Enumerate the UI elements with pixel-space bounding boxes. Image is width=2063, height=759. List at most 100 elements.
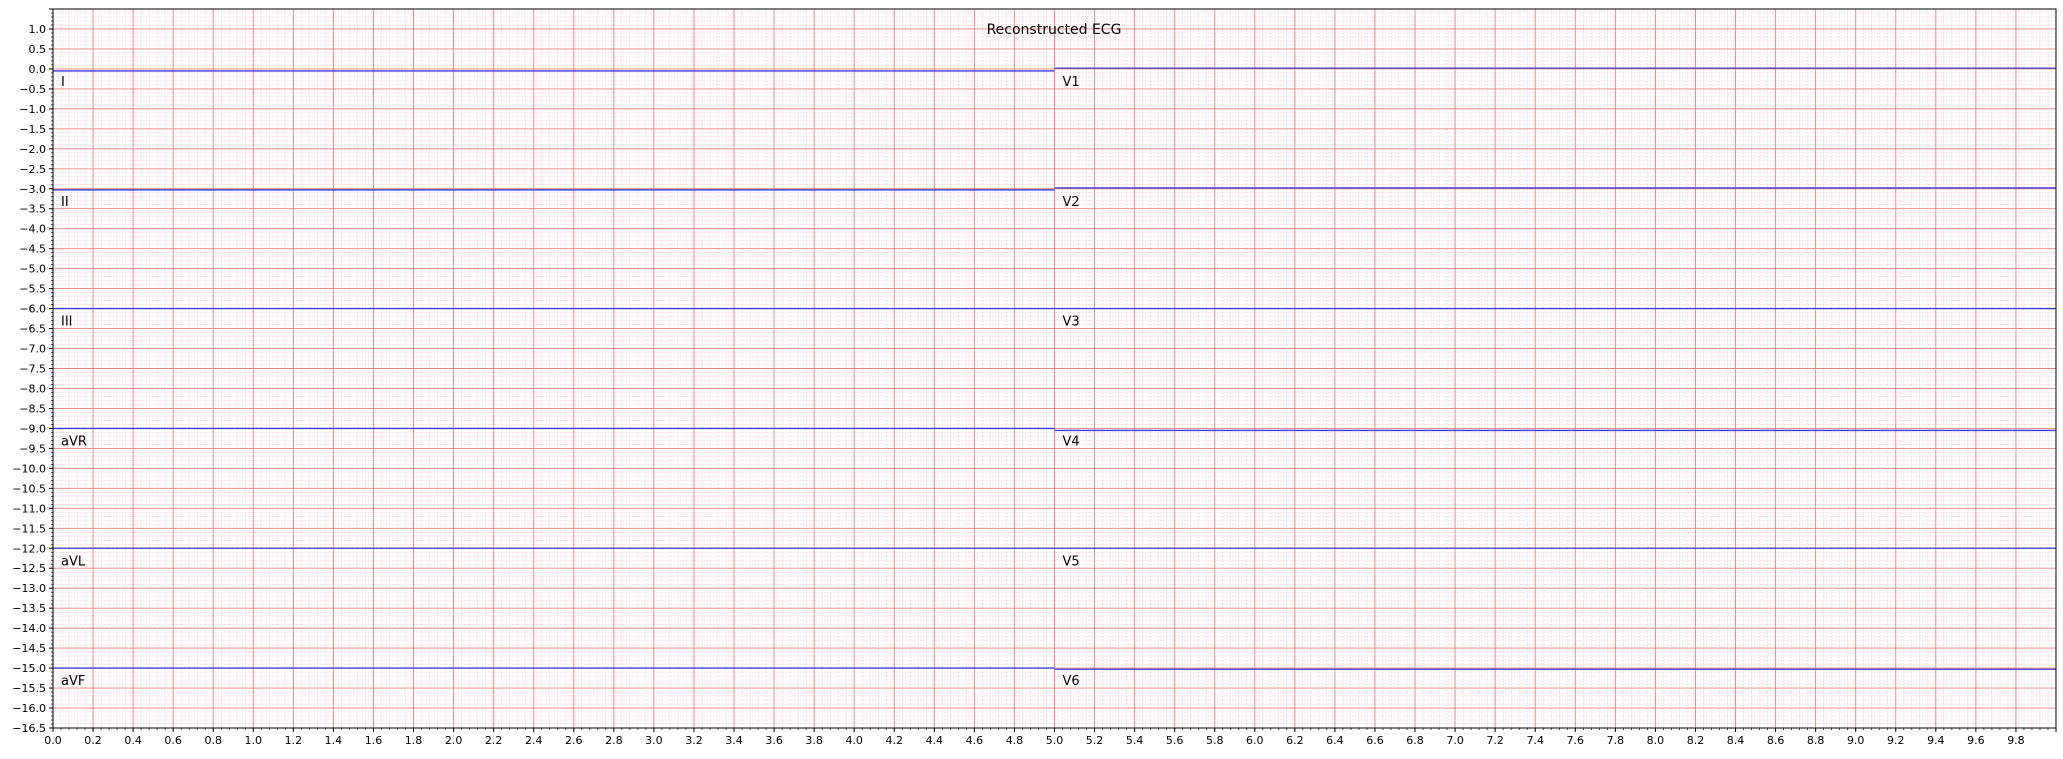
x-tick-label: 8.8 <box>1807 734 1825 747</box>
x-tick-label: 1.4 <box>325 734 343 747</box>
y-axis: −16.5 −16.0 −15.5 −15.0 −14.5 −14.0 −13.5 −13.0… <box>12 8 53 735</box>
x-tick-label: 7.2 <box>1486 734 1504 747</box>
y-tick-label: −10.0 <box>12 462 46 475</box>
x-tick-label: 5.4 <box>1126 734 1144 747</box>
x-tick-label: 0.8 <box>204 734 222 747</box>
y-tick-label: −15.0 <box>12 662 46 675</box>
x-tick-label: 6.0 <box>1246 734 1264 747</box>
y-tick-label: −0.5 <box>19 83 46 96</box>
y-tick-label: −4.0 <box>19 223 46 236</box>
y-tick-label: −7.0 <box>19 343 46 356</box>
lead-label-aVR: aVR <box>61 434 87 449</box>
lead-label-II: II <box>61 195 69 210</box>
y-tick-label: −4.5 <box>19 243 46 256</box>
x-tick-label: 3.2 <box>685 734 703 747</box>
x-tick-label: 9.8 <box>2007 734 2025 747</box>
lead-label-V5: V5 <box>1063 554 1080 569</box>
y-tick-label: −2.5 <box>19 163 46 176</box>
x-tick-label: 4.0 <box>845 734 863 747</box>
x-tick-label: 0.4 <box>124 734 142 747</box>
y-tick-label: −6.0 <box>19 303 46 316</box>
x-tick-label: 1.6 <box>365 734 383 747</box>
x-tick-label: 5.2 <box>1086 734 1104 747</box>
y-tick-label: −14.0 <box>12 622 46 635</box>
x-tick-label: 4.2 <box>886 734 904 747</box>
x-tick-label: 4.8 <box>1006 734 1024 747</box>
x-tick-label: 9.2 <box>1887 734 1905 747</box>
y-tick-label: 1.0 <box>29 23 47 36</box>
lead-label-V1: V1 <box>1063 75 1080 90</box>
x-tick-label: 2.0 <box>445 734 463 747</box>
x-tick-label: 8.2 <box>1687 734 1705 747</box>
y-tick-label: −5.0 <box>19 263 46 276</box>
x-tick-label: 2.6 <box>565 734 583 747</box>
x-tick-label: 7.8 <box>1607 734 1625 747</box>
x-tick-label: 5.0 <box>1046 734 1064 747</box>
x-tick-label: 5.6 <box>1166 734 1184 747</box>
y-tick-label: −5.5 <box>19 283 46 296</box>
x-tick-label: 7.0 <box>1446 734 1464 747</box>
x-tick-label: 6.4 <box>1326 734 1344 747</box>
lead-label-V6: V6 <box>1063 674 1080 689</box>
x-tick-label: 4.4 <box>926 734 944 747</box>
x-tick-label: 8.6 <box>1767 734 1785 747</box>
x-axis: 0.0 0.2 0.4 0.6 0.8 1.0 1.2 1.4 1.6 1.8 2.0 2.2 2.4 2… <box>44 728 2057 747</box>
y-tick-label: −12.0 <box>12 542 46 555</box>
y-tick-label: −6.5 <box>19 323 46 336</box>
y-tick-label: −1.0 <box>19 103 46 116</box>
x-tick-label: 6.2 <box>1286 734 1304 747</box>
lead-label-I: I <box>61 75 65 90</box>
y-tick-label: −8.5 <box>19 402 46 415</box>
x-tick-label: 1.8 <box>405 734 423 747</box>
x-tick-label: 5.8 <box>1206 734 1224 747</box>
y-tick-label: −14.5 <box>12 642 46 655</box>
y-tick-label: −9.0 <box>19 422 46 435</box>
x-tick-label: 0.0 <box>44 734 62 747</box>
y-tick-label: −3.0 <box>19 183 46 196</box>
x-tick-label: 6.8 <box>1406 734 1424 747</box>
x-tick-label: 8.0 <box>1647 734 1665 747</box>
y-tick-label: 0.0 <box>29 63 47 76</box>
ecg-traces <box>53 67 2056 670</box>
x-tick-label: 3.8 <box>805 734 823 747</box>
x-tick-label: 0.2 <box>84 734 102 747</box>
x-tick-label: 1.2 <box>285 734 303 747</box>
x-tick-label: 6.6 <box>1366 734 1384 747</box>
x-tick-label: 3.4 <box>725 734 743 747</box>
x-tick-label: 3.0 <box>645 734 663 747</box>
x-tick-label: 9.0 <box>1847 734 1865 747</box>
y-tick-label: −3.5 <box>19 203 46 216</box>
x-tick-label: 7.4 <box>1526 734 1544 747</box>
x-tick-label: 0.6 <box>164 734 182 747</box>
y-tick-label: −7.5 <box>19 363 46 376</box>
x-tick-label: 4.6 <box>966 734 984 747</box>
lead-label-V2: V2 <box>1063 195 1080 210</box>
lead-label-V3: V3 <box>1063 315 1080 330</box>
y-tick-label: −12.5 <box>12 562 46 575</box>
x-tick-label: 1.0 <box>245 734 263 747</box>
chart-title: Reconstructed ECG <box>987 22 1122 38</box>
x-tick-label: 7.6 <box>1567 734 1585 747</box>
y-tick-label: −11.5 <box>12 522 46 535</box>
y-tick-label: −16.5 <box>12 722 46 735</box>
x-tick-label: 9.6 <box>1967 734 1985 747</box>
x-tick-label: 2.2 <box>485 734 503 747</box>
y-tick-label: −13.5 <box>12 602 46 615</box>
y-tick-label: −13.0 <box>12 582 46 595</box>
y-tick-label: 0.5 <box>29 43 47 56</box>
x-tick-label: 2.8 <box>605 734 623 747</box>
y-tick-label: −10.5 <box>12 482 46 495</box>
lead-label-V4: V4 <box>1063 434 1080 449</box>
x-tick-label: 2.4 <box>525 734 543 747</box>
lead-label-aVL: aVL <box>61 554 86 569</box>
y-tick-label: −8.0 <box>19 382 46 395</box>
x-tick-label: 8.4 <box>1727 734 1745 747</box>
y-tick-label: −1.5 <box>19 123 46 136</box>
lead-label-III: III <box>61 315 73 330</box>
x-tick-label: 3.6 <box>765 734 783 747</box>
y-tick-label: −11.0 <box>12 502 46 515</box>
y-tick-label: −9.5 <box>19 442 46 455</box>
y-tick-label: −16.0 <box>12 702 46 715</box>
y-tick-label: −2.0 <box>19 143 46 156</box>
